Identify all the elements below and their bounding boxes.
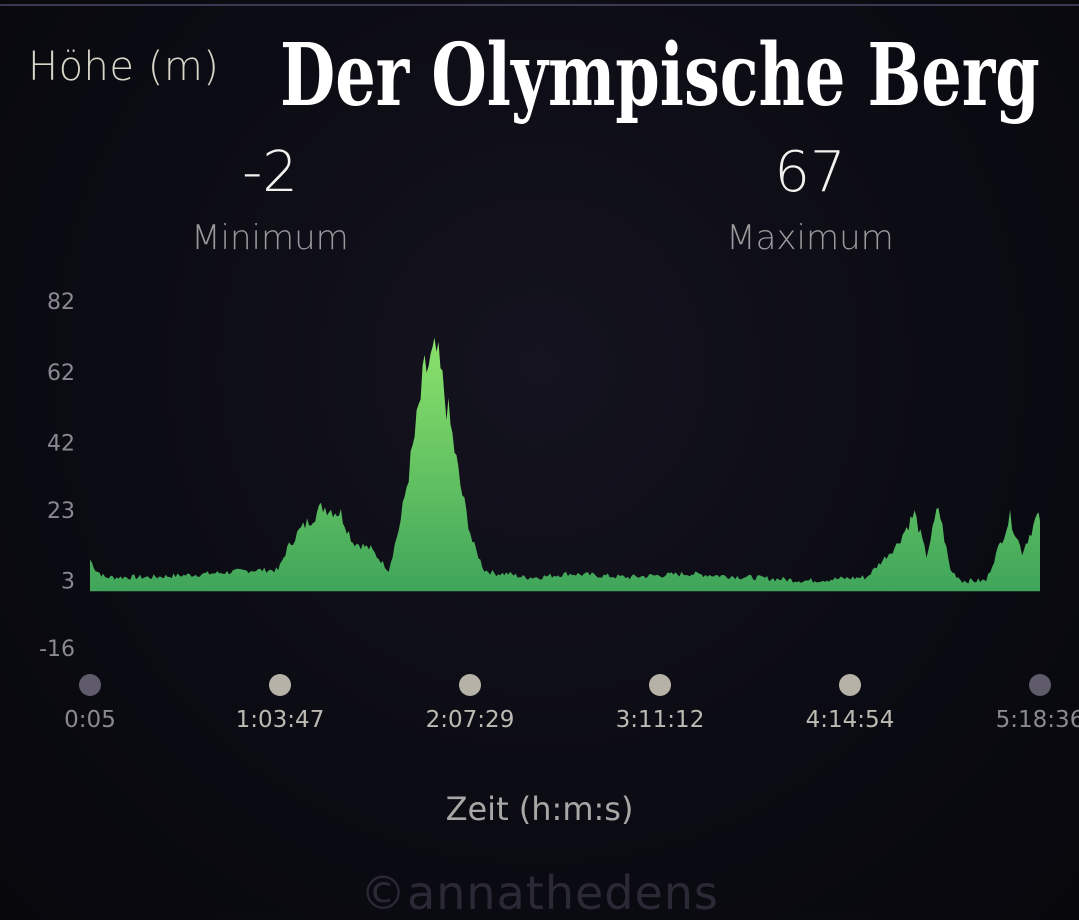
time-marker <box>1029 674 1051 696</box>
time-marker <box>649 674 671 696</box>
x-tick-label: 5:18:36 <box>996 707 1079 733</box>
time-marker <box>839 674 861 696</box>
top-divider <box>0 4 1079 6</box>
metric-label: Höhe (m) <box>28 44 220 90</box>
y-tick-label: 23 <box>47 499 75 524</box>
maximum-caption: Maximum <box>726 218 894 258</box>
y-tick-label: 62 <box>47 361 75 386</box>
time-marker <box>79 674 101 696</box>
minimum-caption: Minimum <box>191 218 349 258</box>
time-marker <box>269 674 291 696</box>
y-tick-label: 42 <box>47 432 75 457</box>
y-tick-label: 82 <box>47 290 75 315</box>
x-tick-label: 1:03:47 <box>236 707 325 733</box>
x-tick-label: 2:07:29 <box>426 707 515 733</box>
time-marker <box>459 674 481 696</box>
elevation-area <box>90 337 1040 592</box>
x-axis-label: Zeit (h:m:s) <box>445 790 634 828</box>
watermark: ©annathedens <box>360 866 719 920</box>
maximum-value: 67 <box>774 140 846 205</box>
x-tick-label: 0:05 <box>64 707 116 733</box>
x-tick-label: 3:11:12 <box>616 707 705 733</box>
minimum-value: -2 <box>242 140 298 205</box>
x-tick-label: 4:14:54 <box>806 707 895 733</box>
y-tick-label: 3 <box>61 570 75 595</box>
y-tick-label: -16 <box>39 637 75 662</box>
